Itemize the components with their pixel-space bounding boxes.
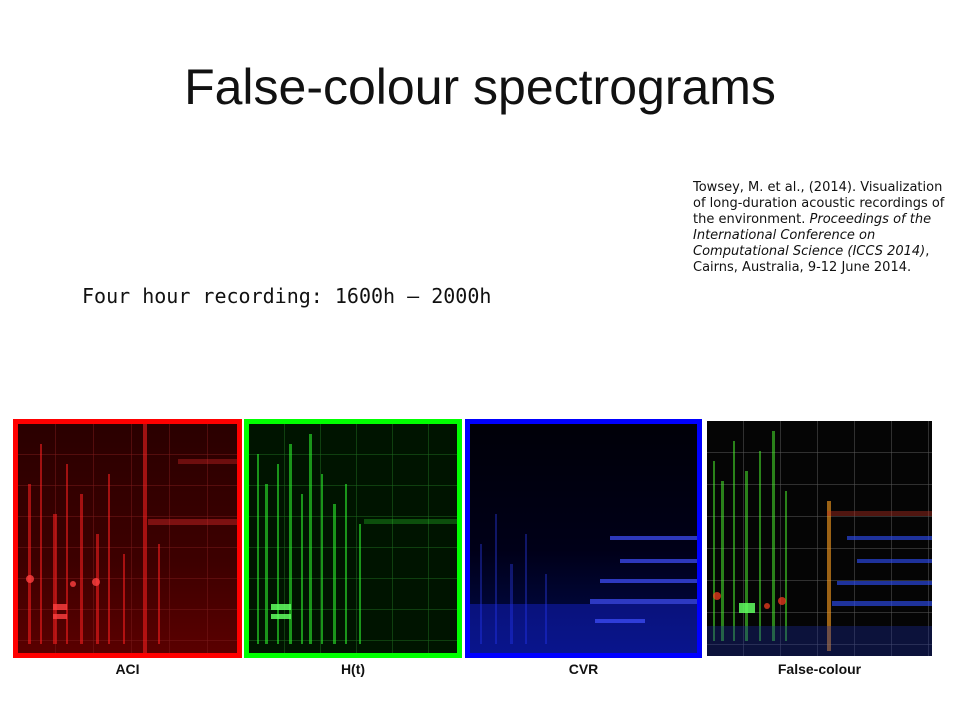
- recording-subtitle: Four hour recording: 1600h – 2000h: [82, 284, 492, 308]
- citation-authors: Towsey, M. et al., (2014). Visualization…: [693, 180, 945, 227]
- label-ht: H(t): [340, 661, 366, 677]
- citation-location: , Cairns, Australia, 9-12 June 2014.: [693, 244, 930, 275]
- spectrogram-aci: [13, 419, 242, 658]
- spectrogram-false-colour-image: [707, 421, 932, 656]
- label-cvr: CVR: [568, 661, 599, 677]
- spectrogram-false-colour: [707, 421, 932, 656]
- spectrogram-ht-image: [249, 424, 457, 653]
- citation-venue: Proceedings of the International Confere…: [693, 212, 932, 259]
- spectrogram-cvr: [465, 419, 702, 658]
- spectrogram-cvr-image: [470, 424, 697, 653]
- slide-title: False-colour spectrograms: [184, 59, 776, 115]
- label-aci: ACI: [115, 661, 140, 677]
- spectrogram-ht: [244, 419, 462, 658]
- label-false-colour: False-colour: [777, 661, 862, 677]
- spectrogram-aci-image: [18, 424, 237, 653]
- citation: Towsey, M. et al., (2014). Visualization…: [693, 180, 955, 276]
